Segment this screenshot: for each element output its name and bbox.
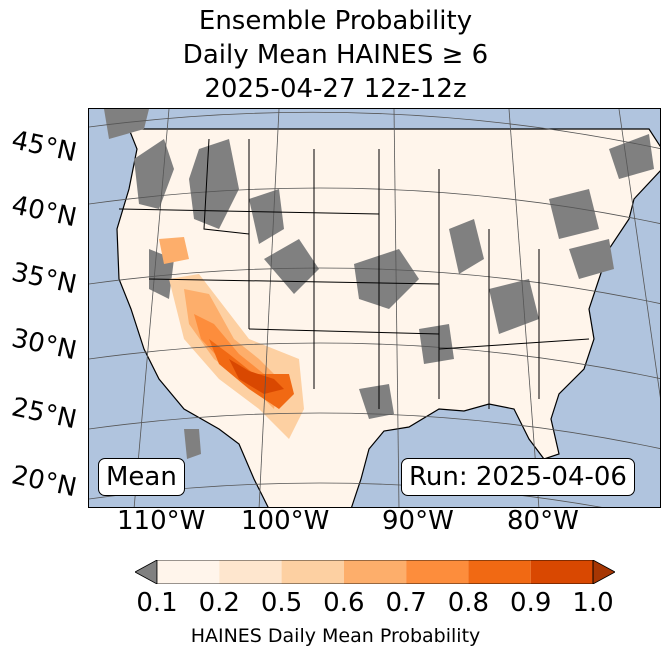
colorbar-tick-label: 0.9 — [510, 588, 552, 618]
colorbar-label: HAINES Daily Mean Probability — [190, 625, 481, 647]
lat-label-20: 20°N — [8, 460, 80, 504]
colorbar-segment — [468, 560, 531, 584]
lon-label-80: 80°W — [507, 506, 579, 536]
colorbar-segment — [281, 560, 344, 584]
run-label-box: Run: 2025-04-06 — [401, 458, 635, 496]
map-panel — [88, 108, 661, 508]
colorbar-under-triangle — [135, 560, 158, 584]
colorbar-tick-label: 0.1 — [136, 588, 178, 618]
colorbar-segment — [157, 560, 220, 584]
colorbar-over-triangle — [592, 560, 615, 584]
colorbar — [135, 560, 615, 584]
title-line-3: 2025-04-27 12z-12z — [204, 74, 467, 104]
colorbar-segment — [530, 560, 593, 584]
title-line-1: Ensemble Probability — [198, 6, 473, 36]
graticule — [89, 109, 660, 507]
probability-hotspots — [159, 237, 304, 439]
map-svg — [89, 109, 660, 507]
colorbar-tick-label: 1.0 — [572, 588, 614, 618]
colorbar-tick-label: 0.7 — [385, 588, 427, 618]
colorbar-tick-label: 0.5 — [260, 588, 303, 618]
lat-label-40: 40°N — [8, 190, 80, 234]
lat-label-35: 35°N — [8, 257, 80, 301]
colorbar-tick-label: 0.6 — [323, 588, 365, 618]
lon-label-90: 90°W — [382, 506, 454, 536]
stat-label-box: Mean — [98, 458, 185, 496]
colorbar-segment — [406, 560, 469, 584]
lon-label-110: 110°W — [117, 506, 206, 536]
title-line-2: Daily Mean HAINES ≥ 6 — [182, 40, 489, 70]
no-data-patches — [104, 109, 654, 459]
lat-label-45: 45°N — [8, 125, 80, 169]
colorbar-tick-label: 0.2 — [198, 588, 240, 618]
lat-label-25: 25°N — [8, 392, 80, 436]
colorbar-segment — [219, 560, 282, 584]
colorbar-tick-label: 0.8 — [447, 588, 490, 618]
colorbar-segment — [343, 560, 407, 584]
state-borders — [118, 138, 590, 409]
lon-label-100: 100°W — [241, 506, 330, 536]
lat-label-30: 30°N — [8, 323, 80, 367]
colorbar-frame — [156, 560, 594, 584]
